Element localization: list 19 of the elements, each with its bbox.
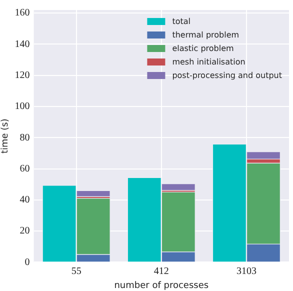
y-tick-label: 160 [14, 8, 30, 19]
legend-label: post-processing and output [172, 71, 282, 80]
y-axis-title: time (s) [0, 118, 11, 154]
y-tick-label: 60 [20, 163, 30, 174]
y-tick-label: 100 [14, 101, 30, 112]
x-tick-label: 412 [154, 266, 169, 277]
y-tick-label: 80 [20, 132, 30, 144]
x-axis-title: number of processes [114, 280, 209, 291]
x-tick-label: 55 [71, 266, 82, 277]
legend-label: elastic problem [172, 44, 234, 54]
y-tick-label: 140 [14, 38, 30, 50]
legend-label: thermal problem [172, 30, 240, 40]
y-tick-label: 40 [20, 194, 30, 206]
y-tick-label: 0 [24, 256, 30, 268]
legend-label: total [172, 17, 190, 26]
y-tick-label: 20 [20, 226, 30, 237]
legend-label: mesh initialisation [172, 58, 246, 67]
y-tick-label: 120 [14, 70, 30, 82]
x-tick-label: 3103 [236, 266, 256, 277]
